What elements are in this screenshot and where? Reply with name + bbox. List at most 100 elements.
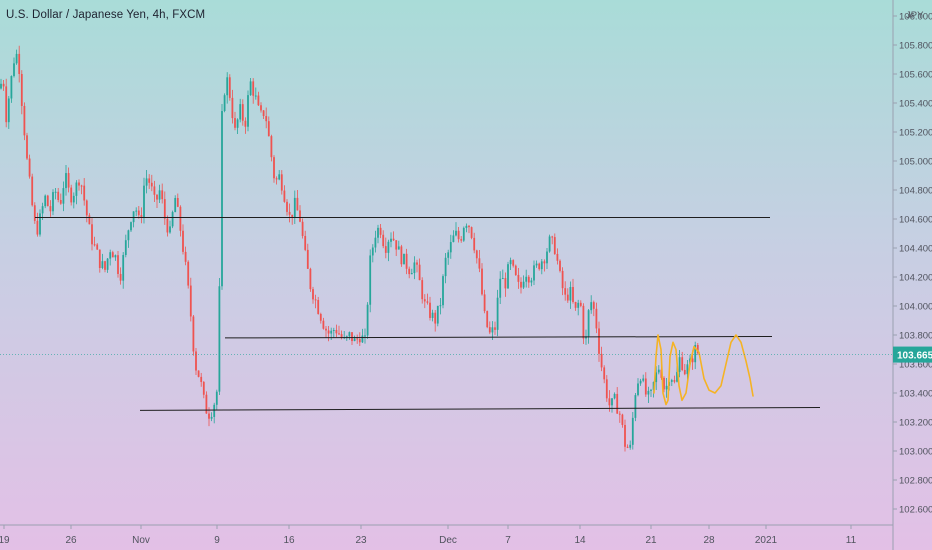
candle-body (413, 262, 416, 274)
candle-body (462, 227, 465, 241)
y-tick-label: 106.000 (899, 12, 932, 23)
candle-body (364, 335, 366, 337)
candle-body (577, 302, 580, 308)
candle-body (543, 261, 546, 264)
candle-body (686, 364, 689, 375)
candle-body (556, 253, 559, 261)
candle-body (44, 195, 47, 207)
candle-body (548, 236, 551, 252)
candle-body (530, 280, 533, 283)
candle-body (473, 237, 476, 251)
y-tick-label: 105.800 (899, 41, 932, 52)
candle-body (135, 210, 138, 212)
candle-body (444, 257, 447, 277)
candle-body (460, 239, 463, 241)
candle-body (436, 305, 439, 324)
candle-body (67, 173, 70, 188)
candle-body (130, 222, 132, 231)
symbol-title: U.S. Dollar / Japanese Yen, 4h, FXCM (6, 9, 206, 21)
candle-body (72, 195, 75, 203)
candle-body (465, 225, 468, 228)
candle-body (377, 227, 379, 238)
candle-body (200, 376, 203, 382)
candle-body (488, 327, 491, 333)
candle-body (278, 174, 281, 180)
candle-body (418, 264, 421, 281)
candle-body (683, 369, 686, 375)
candle-body (426, 301, 429, 303)
candle-body (262, 110, 265, 116)
candle-body (280, 174, 283, 191)
candle-body (184, 251, 187, 262)
price-axis[interactable] (892, 0, 932, 550)
candle-body (197, 370, 200, 377)
candle-body (265, 115, 268, 122)
y-tick-label: 103.200 (899, 418, 932, 429)
candle-body (512, 260, 515, 266)
candle-body (192, 316, 195, 352)
y-tick-label: 103.800 (899, 331, 932, 342)
y-tick-label: 104.800 (899, 186, 932, 197)
horizontal-line[interactable] (224, 335, 773, 339)
candle-body (395, 240, 398, 250)
candle-body (457, 230, 460, 240)
candle-body (553, 237, 556, 254)
candle-body (62, 188, 65, 204)
candle-body (564, 288, 567, 295)
x-tick-label: Nov (132, 535, 150, 546)
last-price-tag (893, 346, 932, 363)
candle-body (345, 336, 348, 338)
x-tick-label: 11 (846, 535, 857, 546)
candle-body (533, 265, 535, 281)
candle-body (254, 95, 257, 97)
candle-body (10, 76, 13, 99)
candle-body (639, 380, 642, 384)
projection-sketch-group (653, 334, 754, 406)
candle-body (608, 398, 611, 406)
candle-body (46, 195, 49, 207)
y-tick-label: 102.800 (899, 476, 932, 487)
horizontal-line[interactable] (139, 407, 821, 411)
candle-body (332, 329, 335, 331)
candle-body (169, 226, 171, 233)
candle-body (338, 333, 340, 335)
candle-body (244, 120, 247, 127)
candle-body (96, 244, 99, 250)
candle-body (335, 329, 338, 334)
candle-body (416, 262, 418, 265)
candle-body (509, 260, 512, 265)
candle-body (551, 236, 554, 238)
candle-body (522, 281, 525, 288)
candle-body (88, 215, 91, 225)
candle-body (286, 201, 288, 212)
candle-body (348, 332, 351, 337)
candle-body (587, 310, 590, 337)
y-tick-label: 105.600 (899, 70, 932, 81)
candle-body (213, 404, 216, 417)
candle-body (470, 227, 473, 238)
candle-body (210, 416, 213, 419)
candle-body (504, 278, 507, 289)
candle-body (52, 192, 54, 212)
candle-body (31, 176, 34, 206)
candle-body (673, 380, 676, 382)
candle-body (403, 253, 405, 265)
candle-body (637, 383, 639, 396)
candle-body (226, 77, 229, 96)
candle-body (361, 335, 364, 343)
candle-body (468, 225, 470, 228)
candle-body (408, 268, 411, 275)
candle-body (353, 338, 356, 342)
candle-body (442, 276, 444, 306)
currency-label: JPY (906, 10, 924, 21)
candle-body (626, 446, 629, 448)
candle-body (80, 185, 83, 187)
candle-body (41, 206, 44, 214)
candle-body (257, 95, 260, 106)
candle-body (283, 190, 286, 202)
candle-body (119, 273, 122, 281)
horizontal-lines-group[interactable] (35, 217, 821, 411)
candle-body (20, 73, 23, 106)
